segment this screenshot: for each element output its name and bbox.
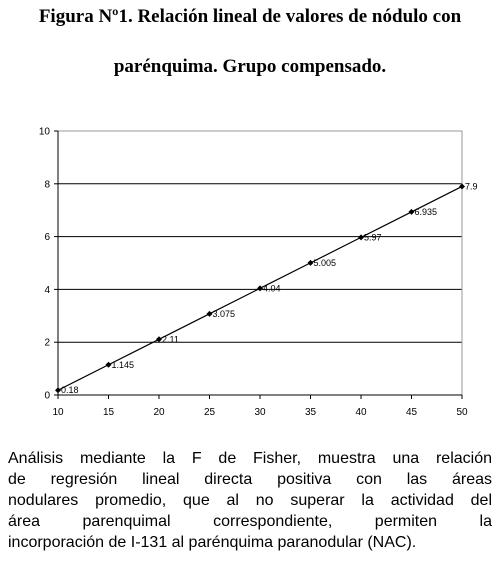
data-point — [206, 310, 213, 317]
x-tick-label: 30 — [254, 407, 266, 418]
figure-title-line-2: parénquima. Grupo compensado. — [113, 56, 387, 77]
data-label: 5.005 — [314, 258, 337, 268]
data-label: 6.935 — [415, 207, 438, 217]
caption-line: Análisis mediante la F de Fisher, muestr… — [8, 450, 492, 467]
y-tick-label: 2 — [44, 338, 50, 349]
plot-frame — [57, 130, 463, 396]
x-tick-label: 45 — [406, 407, 418, 418]
data-point — [307, 259, 314, 266]
x-tick-label: 25 — [204, 407, 216, 418]
data-label: 2.11 — [162, 334, 179, 344]
figure-caption: Análisis mediante la F de Fisher, muestr… — [8, 448, 492, 553]
caption-line: área parenquimal correspondiente, permit… — [8, 513, 492, 530]
data-point — [408, 208, 415, 215]
data-point — [459, 183, 465, 190]
y-tick-label: 6 — [44, 232, 50, 243]
line-chart: 0 2 4 6 8 10 10 15 20 25 30 35 40 45 50 0.18 1.145 2.11 3… — [39, 127, 478, 419]
data-point — [358, 234, 364, 241]
data-point — [105, 361, 112, 368]
y-tick-label: 4 — [44, 285, 50, 296]
y-tick-label: 8 — [44, 179, 50, 190]
data-label: 3.075 — [213, 309, 236, 319]
axes: 0 2 4 6 8 10 10 15 20 25 30 35 40 45 50 — [39, 127, 468, 419]
x-tick-label: 35 — [305, 407, 317, 418]
y-tick-label: 0 — [44, 391, 50, 402]
x-tick-label: 50 — [456, 407, 468, 418]
caption-line: de regresión lineal directa positiva con… — [8, 471, 492, 488]
series: 0.18 1.145 2.11 3.075 4.04 5.005 5.97 6.935 7.9 — [55, 181, 478, 395]
figure-title-line-1: Figura Nº1. Relación lineal de valores d… — [38, 6, 462, 27]
data-label: 4.04 — [263, 283, 281, 293]
caption-line: nodulares promedio, que al no superar la… — [8, 492, 492, 509]
data-point — [257, 285, 263, 292]
data-point — [55, 387, 61, 394]
data-label: 0.18 — [61, 385, 79, 395]
x-tick-label: 15 — [103, 407, 115, 418]
caption-line: incorporación de I-131 al parénquima par… — [8, 534, 417, 551]
data-point — [156, 336, 162, 343]
data-label: 5.97 — [364, 232, 382, 242]
y-tick-label: 10 — [39, 127, 51, 138]
x-tick-label: 10 — [52, 407, 64, 418]
data-label: 7.9 — [465, 181, 478, 191]
grid — [58, 130, 462, 343]
data-label: 1.145 — [112, 360, 135, 370]
x-tick-label: 40 — [355, 407, 367, 418]
x-tick-label: 20 — [153, 407, 165, 418]
